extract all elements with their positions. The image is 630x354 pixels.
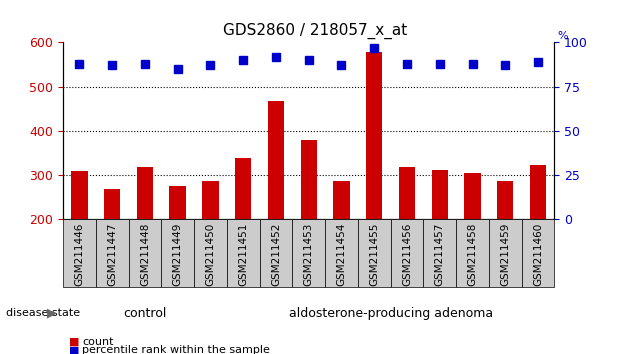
FancyBboxPatch shape	[63, 219, 96, 287]
Text: percentile rank within the sample: percentile rank within the sample	[82, 346, 270, 354]
Text: GSM211460: GSM211460	[533, 223, 543, 286]
Bar	[71, 171, 88, 219]
Bar	[399, 167, 415, 219]
FancyBboxPatch shape	[456, 219, 489, 287]
Bar	[530, 166, 546, 219]
Bar	[366, 52, 382, 219]
Text: disease state: disease state	[6, 308, 81, 318]
Text: aldosterone-producing adenoma: aldosterone-producing adenoma	[289, 307, 493, 320]
Text: GSM211446: GSM211446	[74, 223, 84, 286]
FancyBboxPatch shape	[522, 219, 554, 287]
Text: GSM211457: GSM211457	[435, 223, 445, 286]
FancyBboxPatch shape	[358, 219, 391, 287]
FancyBboxPatch shape	[391, 219, 423, 287]
Text: GSM211455: GSM211455	[369, 223, 379, 286]
Bar	[104, 188, 120, 219]
FancyBboxPatch shape	[489, 219, 522, 287]
FancyBboxPatch shape	[129, 219, 161, 287]
Bar	[137, 167, 153, 219]
FancyBboxPatch shape	[161, 219, 194, 287]
Text: %: %	[558, 31, 568, 41]
Text: GDS2860 / 218057_x_at: GDS2860 / 218057_x_at	[223, 23, 407, 39]
Text: GSM211447: GSM211447	[107, 223, 117, 286]
Text: GSM211451: GSM211451	[238, 223, 248, 286]
Text: GSM211449: GSM211449	[173, 223, 183, 286]
Text: count: count	[82, 337, 113, 347]
Text: GSM211454: GSM211454	[336, 223, 346, 286]
Text: control: control	[123, 307, 166, 320]
Text: GSM211459: GSM211459	[500, 223, 510, 286]
FancyBboxPatch shape	[260, 219, 292, 287]
Bar	[333, 181, 350, 219]
Bar	[497, 181, 513, 219]
Text: GSM211458: GSM211458	[467, 223, 478, 286]
Bar	[268, 101, 284, 219]
Bar	[202, 181, 219, 219]
Text: ■: ■	[69, 346, 80, 354]
Text: GSM211453: GSM211453	[304, 223, 314, 286]
Bar	[464, 173, 481, 219]
FancyBboxPatch shape	[96, 219, 129, 287]
Bar	[301, 140, 317, 219]
FancyBboxPatch shape	[423, 219, 456, 287]
Text: GSM211450: GSM211450	[205, 223, 215, 286]
Bar	[169, 186, 186, 219]
Bar	[235, 158, 251, 219]
Text: GSM211452: GSM211452	[271, 223, 281, 286]
Text: GSM211456: GSM211456	[402, 223, 412, 286]
Text: GSM211448: GSM211448	[140, 223, 150, 286]
Text: ▶: ▶	[47, 307, 57, 320]
FancyBboxPatch shape	[194, 219, 227, 287]
FancyBboxPatch shape	[292, 219, 325, 287]
Bar	[432, 170, 448, 219]
FancyBboxPatch shape	[325, 219, 358, 287]
Text: ■: ■	[69, 337, 80, 347]
FancyBboxPatch shape	[227, 219, 260, 287]
